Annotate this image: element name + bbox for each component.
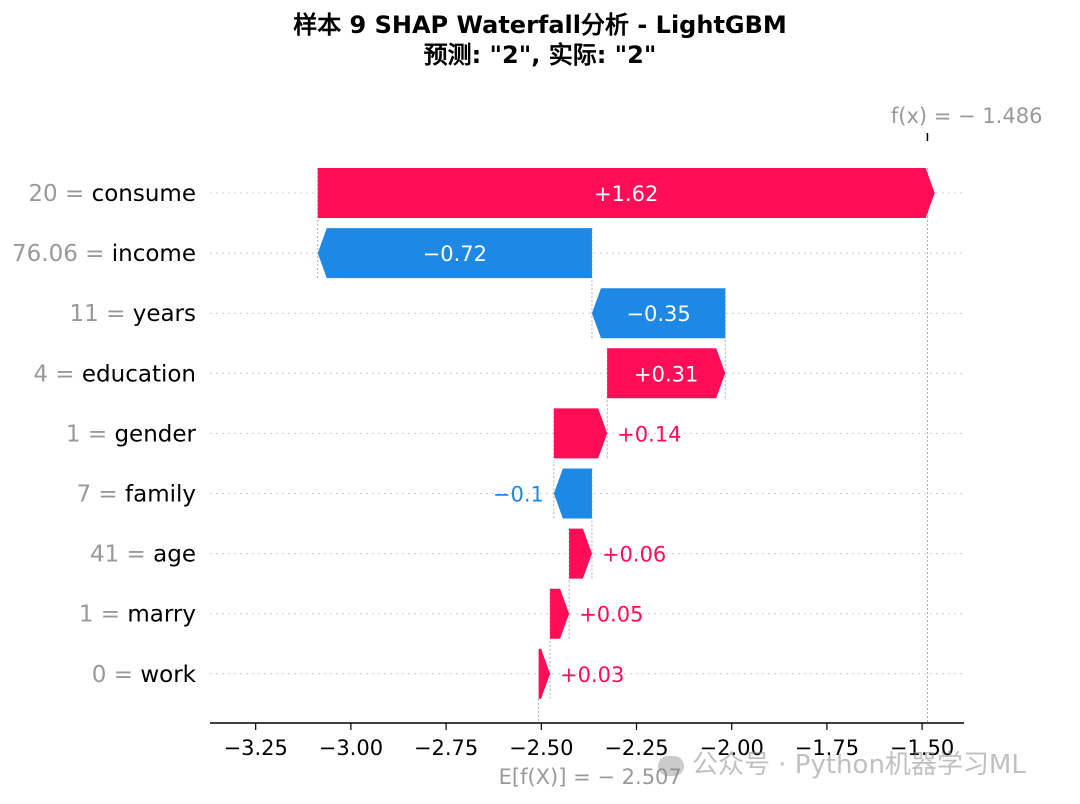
feature-name: income — [112, 241, 196, 267]
feature-value: 41 = — [90, 542, 153, 568]
feature-name: gender — [114, 421, 196, 447]
title-line-2: 预测: "2", 实际: "2" — [423, 41, 657, 69]
feature-label-income: 76.06 = income — [12, 241, 196, 267]
bar-value-label: −0.72 — [423, 242, 487, 266]
feature-label-age: 41 = age — [90, 542, 196, 568]
bar-value-label: +0.14 — [617, 422, 681, 446]
feature-name: age — [153, 542, 196, 568]
feature-label-education: 4 = education — [33, 361, 196, 387]
feature-name: consume — [92, 181, 196, 207]
title-line-1: 样本 9 SHAP Waterfall分析 - LightGBM — [293, 11, 787, 39]
x-tick-label: −2.00 — [700, 736, 764, 760]
feature-value: 20 = — [28, 181, 91, 207]
feature-value: 1 = — [79, 602, 128, 628]
feature-label-consume: 20 = consume — [28, 181, 196, 207]
base-value-label: E[f(X)] = − 2.507 — [499, 765, 682, 789]
bar-marry — [550, 588, 570, 639]
x-tick-label: −2.75 — [414, 736, 478, 760]
bar-income — [317, 228, 592, 279]
bar-years — [591, 288, 726, 339]
bar-value-label: +0.03 — [560, 663, 624, 687]
feature-value: 76.06 = — [12, 241, 112, 267]
x-tick-label: −3.25 — [224, 736, 288, 760]
bar-education — [607, 348, 726, 399]
bar-family — [553, 468, 592, 519]
x-tick-label: −2.25 — [604, 736, 668, 760]
bar-value-label: −0.1 — [493, 483, 544, 507]
watermark: 公众号 · Python机器学习ML — [658, 744, 1026, 781]
feature-name: years — [133, 301, 196, 327]
feature-value: 4 = — [33, 361, 82, 387]
feature-label-work: 0 = work — [92, 662, 197, 688]
x-tick-label: −3.00 — [319, 736, 383, 760]
feature-name: family — [125, 482, 196, 508]
feature-label-marry: 1 = marry — [79, 602, 196, 628]
feature-value: 0 = — [92, 662, 141, 688]
x-tick-label: −1.50 — [890, 736, 954, 760]
chart-title: 样本 9 SHAP Waterfall分析 - LightGBM 预测: "2"… — [0, 10, 1080, 70]
output-value-label: f(x) = − 1.486 — [891, 104, 1043, 128]
feature-name: work — [140, 662, 196, 688]
bar-consume — [317, 168, 935, 218]
feature-label-family: 7 = family — [76, 482, 196, 508]
feature-label-gender: 1 = gender — [66, 421, 197, 447]
bar-age — [569, 528, 592, 579]
watermark-text: 公众号 · Python机器学习ML — [692, 750, 1026, 780]
bar-value-label: −0.35 — [626, 302, 690, 326]
feature-label-years: 11 = years — [70, 301, 196, 327]
feature-value: 7 = — [76, 482, 125, 508]
bar-work — [538, 648, 551, 699]
bar-gender — [553, 408, 608, 459]
bar-value-label: +1.62 — [594, 182, 658, 206]
bar-value-label: +0.06 — [602, 543, 666, 567]
bar-value-label: +0.05 — [579, 603, 643, 627]
feature-value: 11 = — [70, 301, 133, 327]
x-tick-label: −2.50 — [509, 736, 573, 760]
wechat-icon — [658, 755, 684, 776]
bar-value-label: +0.31 — [634, 362, 698, 386]
feature-name: marry — [127, 602, 196, 628]
feature-value: 1 = — [66, 421, 115, 447]
x-tick-label: −1.75 — [795, 736, 859, 760]
feature-name: education — [82, 361, 196, 387]
